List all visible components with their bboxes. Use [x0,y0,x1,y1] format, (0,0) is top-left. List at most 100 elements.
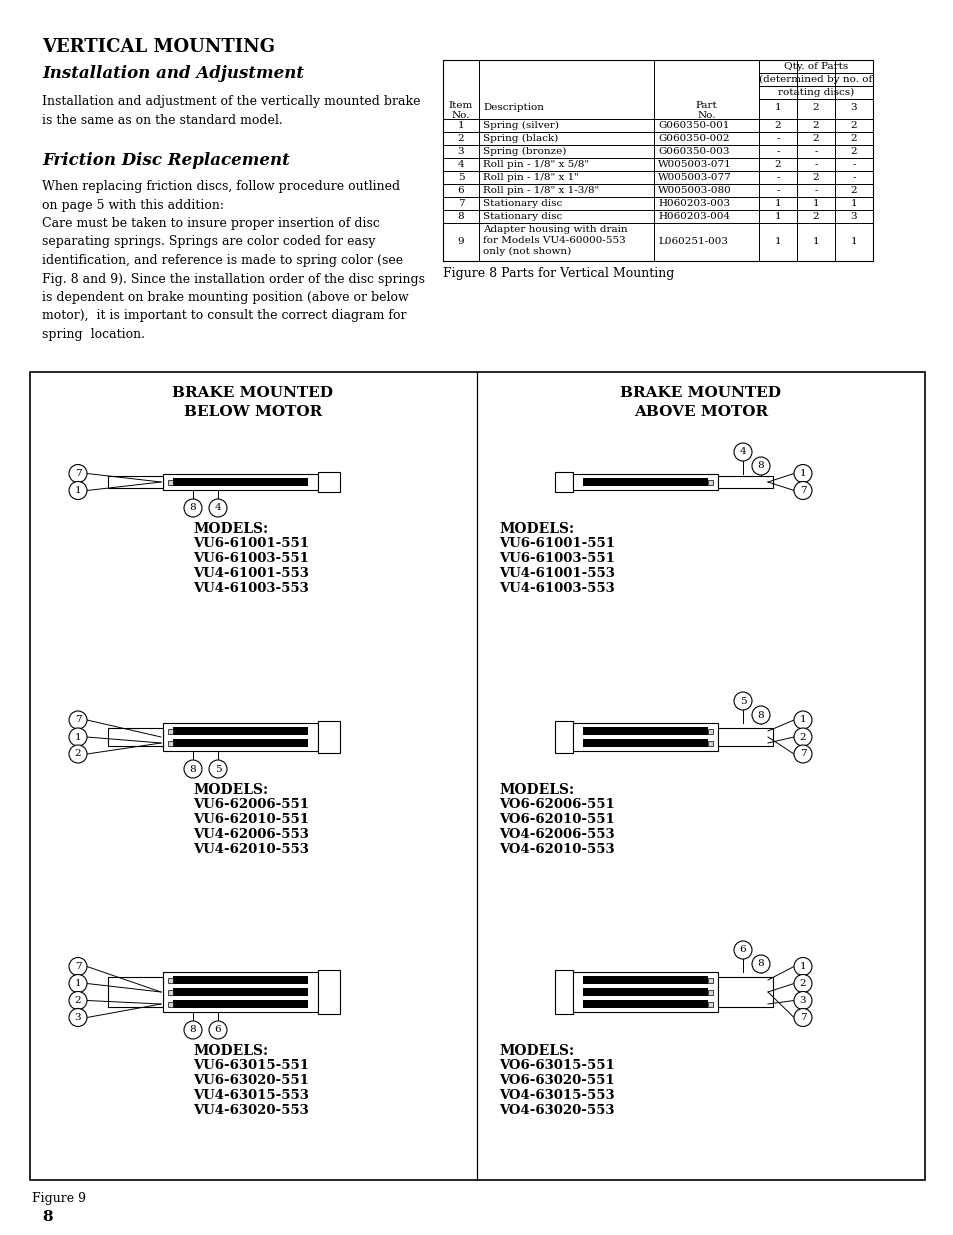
Text: VU4-61001-553: VU4-61001-553 [498,567,615,580]
Text: 1: 1 [850,237,857,247]
Text: 8: 8 [757,462,763,471]
Text: (determined by no. of: (determined by no. of [759,75,872,84]
Text: MODELS:: MODELS: [193,522,268,536]
Text: 2: 2 [799,732,805,741]
Bar [168,977,172,983]
Bar [582,739,707,747]
Text: 7: 7 [799,1013,805,1023]
Text: 5: 5 [739,697,745,705]
Circle shape [793,957,811,976]
Bar [317,969,339,1014]
Text: VU4-61003-553: VU4-61003-553 [498,582,614,595]
Circle shape [69,974,87,993]
Bar [555,969,573,1014]
Circle shape [209,760,227,778]
Text: Installation and adjustment of the vertically mounted brake
is the same as on th: Installation and adjustment of the verti… [42,95,420,127]
Text: MODELS:: MODELS: [193,1044,268,1058]
Text: -: - [776,186,779,195]
Text: VO6-63020-551: VO6-63020-551 [498,1074,614,1087]
Bar [30,372,924,1179]
Text: 8: 8 [757,710,763,720]
Text: 1: 1 [774,104,781,112]
Text: 1: 1 [812,199,819,207]
Text: 3: 3 [850,212,857,221]
Text: H060203-003: H060203-003 [658,199,729,207]
Text: BELOW MOTOR: BELOW MOTOR [184,405,322,419]
Bar [573,972,718,1011]
Text: Qty. of Parts: Qty. of Parts [783,62,847,70]
Text: 5: 5 [214,764,221,773]
Text: 6: 6 [214,1025,221,1035]
Bar [163,722,317,751]
Circle shape [184,499,202,517]
Circle shape [69,711,87,729]
Text: -: - [814,186,817,195]
Text: 7: 7 [74,715,81,725]
Bar [582,1000,707,1008]
Circle shape [69,745,87,763]
Circle shape [184,760,202,778]
Text: -: - [851,173,855,182]
Text: VU6-62010-551: VU6-62010-551 [193,813,309,826]
Text: 7: 7 [799,487,805,495]
Text: 7: 7 [74,469,81,478]
Bar [172,739,308,747]
Circle shape [793,711,811,729]
Circle shape [751,457,769,475]
Text: 1: 1 [74,732,81,741]
Text: 8: 8 [190,764,196,773]
Circle shape [69,992,87,1009]
Text: Stationary disc: Stationary disc [482,199,561,207]
Text: Item
No.: Item No. [449,101,473,120]
Text: BRAKE MOUNTED: BRAKE MOUNTED [172,387,334,400]
Bar [707,977,712,983]
Text: -: - [814,161,817,169]
Text: G060350-003: G060350-003 [658,147,729,156]
Circle shape [793,992,811,1009]
Text: 2: 2 [774,121,781,130]
Bar [108,727,163,746]
Circle shape [793,1009,811,1026]
Text: G060350-001: G060350-001 [658,121,729,130]
Text: -: - [776,135,779,143]
Bar [108,977,163,1007]
Text: VU6-63020-551: VU6-63020-551 [193,1074,309,1087]
Bar [317,721,339,753]
Text: Stationary disc: Stationary disc [482,212,561,221]
Text: 5: 5 [457,173,464,182]
Text: 1: 1 [799,962,805,971]
Text: VU4-62006-553: VU4-62006-553 [193,827,309,841]
Text: VO4-63015-553: VO4-63015-553 [498,1089,614,1102]
Text: Roll pin - 1/8" x 1": Roll pin - 1/8" x 1" [482,173,578,182]
Text: VU4-63015-553: VU4-63015-553 [193,1089,309,1102]
Bar [707,989,712,994]
Text: 8: 8 [457,212,464,221]
Text: 1: 1 [774,237,781,247]
Circle shape [733,443,751,461]
Text: MODELS:: MODELS: [498,522,574,536]
Circle shape [793,974,811,993]
Circle shape [184,1021,202,1039]
Text: VO4-63020-553: VO4-63020-553 [498,1104,614,1116]
Text: MODELS:: MODELS: [498,1044,574,1058]
Text: VU6-61001-551: VU6-61001-551 [193,537,309,550]
Text: 2: 2 [799,979,805,988]
Text: 9: 9 [457,237,464,247]
Text: 2: 2 [850,135,857,143]
Bar [317,472,339,492]
Bar [108,475,163,488]
Bar [172,988,308,995]
Text: 1: 1 [774,212,781,221]
Text: -: - [814,147,817,156]
Text: 4: 4 [457,161,464,169]
Text: Figure 8 Parts for Vertical Mounting: Figure 8 Parts for Vertical Mounting [442,267,674,280]
Bar [168,741,172,746]
Text: MODELS:: MODELS: [193,783,268,797]
Text: VU6-61003-551: VU6-61003-551 [498,552,615,564]
Text: VU6-63015-551: VU6-63015-551 [193,1058,309,1072]
Text: 3: 3 [799,995,805,1005]
Text: 7: 7 [457,199,464,207]
Circle shape [69,957,87,976]
Text: G060350-002: G060350-002 [658,135,729,143]
Bar [163,972,317,1011]
